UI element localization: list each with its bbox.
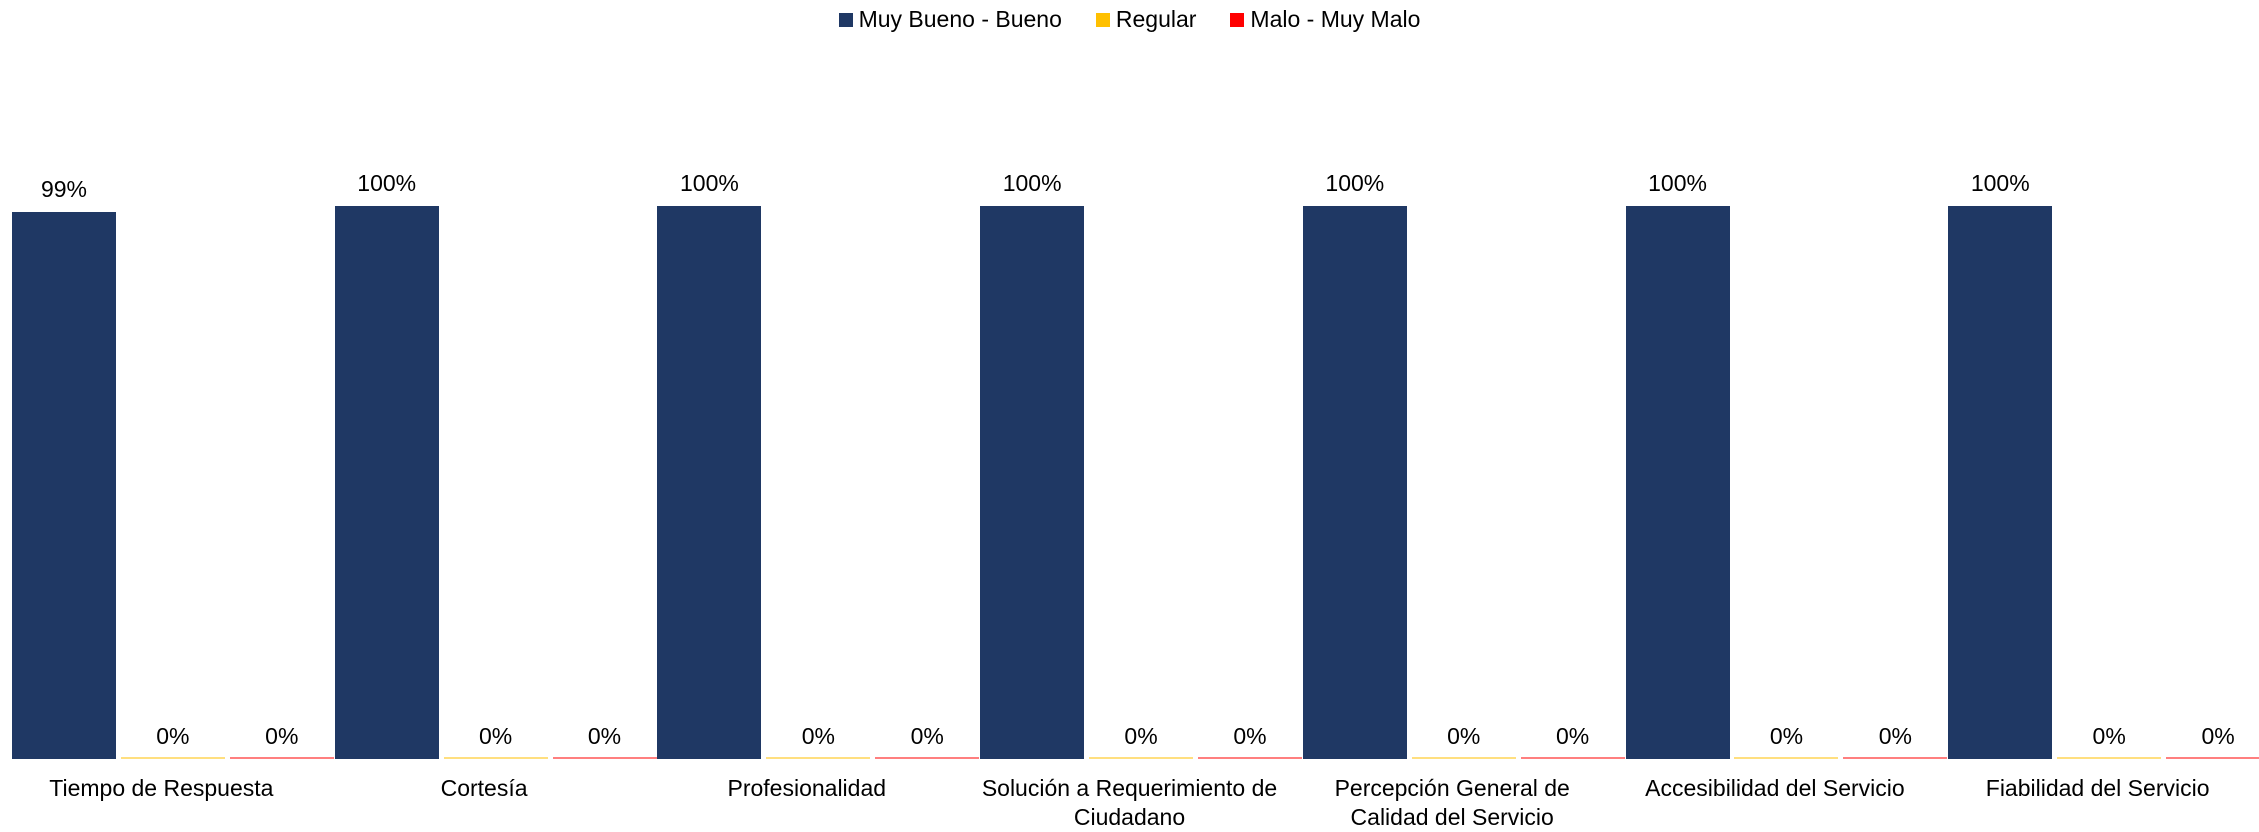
data-label: 0%: [156, 723, 190, 749]
bar: [120, 757, 225, 759]
data-label: 0%: [1556, 723, 1590, 749]
legend-swatch: [1230, 12, 1245, 27]
bar: [1302, 206, 1407, 759]
bar: [875, 757, 980, 759]
data-label: 100%: [679, 170, 739, 196]
legend-item: Malo - Muy Malo: [1230, 6, 1420, 33]
data-label: 100%: [1648, 170, 1707, 196]
data-label: 99%: [40, 175, 88, 202]
data-label: 0%: [2201, 723, 2235, 749]
data-label: 0%: [801, 723, 835, 749]
bar: [552, 757, 657, 759]
x-tick-label: Solución a Requerimiento de Ciudadano: [981, 775, 1278, 830]
bar: [1520, 757, 1625, 759]
bar: [1197, 757, 1302, 759]
legend-item: Regular: [1095, 6, 1197, 33]
bar: [1625, 206, 1730, 759]
x-tick-label: Accesibilidad del Servicio: [1645, 775, 1905, 801]
data-label: 0%: [1447, 723, 1481, 749]
bar: [443, 757, 548, 759]
x-tick-label: Tiempo de Respuesta: [49, 775, 274, 801]
bar: [1411, 757, 1516, 759]
x-tick-label: Fiabilidad del Servicio: [1985, 775, 2210, 801]
bar: [657, 206, 762, 759]
bar: [1843, 757, 1948, 759]
data-label: 0%: [1878, 723, 1912, 749]
legend-swatch: [1095, 12, 1110, 27]
bar: [1089, 757, 1194, 759]
data-label: 0%: [2092, 723, 2126, 749]
legend-item: Muy Bueno - Bueno: [838, 6, 1062, 33]
legend-swatch: [838, 12, 853, 27]
data-label: 0%: [265, 723, 299, 749]
data-label: 0%: [587, 723, 622, 749]
bar: [2166, 757, 2259, 759]
legend-label: Muy Bueno - Bueno: [858, 6, 1062, 32]
bar: [766, 757, 871, 759]
data-label: 100%: [357, 170, 417, 196]
bar: [1734, 757, 1839, 759]
bar: [229, 757, 334, 759]
bar: [11, 211, 116, 759]
bar: [2057, 757, 2162, 759]
data-label: 0%: [910, 723, 944, 749]
bar: [980, 206, 1085, 759]
data-label: 100%: [1970, 170, 2030, 196]
x-tick-label: Percepción General de Calidad del Servic…: [1334, 775, 1570, 830]
data-label: 0%: [1769, 723, 1804, 749]
x-tick-label: Profesionalidad: [727, 775, 887, 801]
data-label: 100%: [1325, 170, 1385, 196]
legend: Muy Bueno - Bueno Regular Malo - Muy Malo: [0, 6, 2259, 33]
legend-label: Malo - Muy Malo: [1250, 6, 1421, 32]
data-label: 0%: [1124, 723, 1158, 749]
x-tick-label: Cortesía: [440, 775, 528, 801]
bar: [334, 206, 439, 759]
data-label: 0%: [478, 723, 513, 749]
data-label: 100%: [1002, 170, 1062, 196]
legend-label: Regular: [1115, 6, 1197, 32]
bar: [1948, 206, 2053, 759]
data-label: 0%: [1233, 723, 1267, 749]
